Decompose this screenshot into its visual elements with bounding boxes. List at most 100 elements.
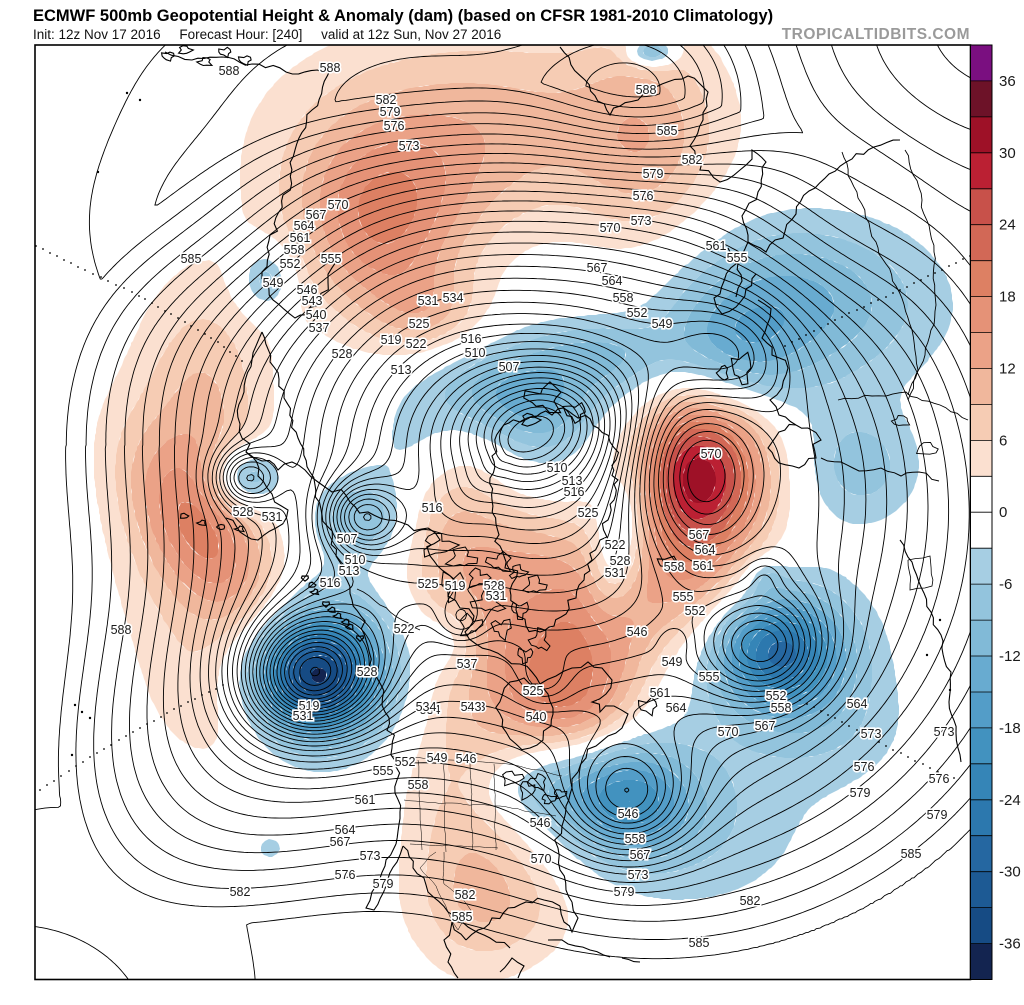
svg-text:30: 30 bbox=[999, 145, 1016, 162]
svg-text:510: 510 bbox=[547, 461, 568, 475]
svg-text:567: 567 bbox=[755, 719, 776, 733]
svg-text:579: 579 bbox=[380, 105, 401, 119]
svg-text:585: 585 bbox=[901, 847, 922, 861]
svg-text:528: 528 bbox=[610, 554, 631, 568]
svg-text:564: 564 bbox=[695, 543, 716, 557]
svg-text:531: 531 bbox=[605, 566, 626, 580]
svg-text:588: 588 bbox=[219, 64, 240, 78]
svg-text:36: 36 bbox=[999, 73, 1016, 90]
svg-text:537: 537 bbox=[309, 321, 330, 335]
svg-text:24: 24 bbox=[999, 217, 1016, 234]
svg-text:519: 519 bbox=[445, 579, 466, 593]
svg-text:507: 507 bbox=[499, 360, 520, 374]
svg-text:519: 519 bbox=[299, 699, 320, 713]
svg-text:579: 579 bbox=[927, 808, 948, 822]
svg-text:561: 561 bbox=[650, 686, 671, 700]
svg-text:0: 0 bbox=[999, 504, 1007, 521]
svg-text:540: 540 bbox=[526, 710, 547, 724]
svg-text:Init: 12z Nov 17 2016 Fore: Init: 12z Nov 17 2016 Forecast Hour: [24… bbox=[33, 27, 501, 42]
svg-text:528: 528 bbox=[484, 579, 505, 593]
svg-text:579: 579 bbox=[614, 885, 635, 899]
svg-text:558: 558 bbox=[625, 832, 646, 846]
svg-text:552: 552 bbox=[766, 689, 787, 703]
svg-text:579: 579 bbox=[373, 877, 394, 891]
svg-text:543: 543 bbox=[465, 700, 486, 714]
svg-text:585: 585 bbox=[689, 936, 710, 950]
svg-text:564: 564 bbox=[335, 823, 356, 837]
svg-text:18: 18 bbox=[999, 289, 1016, 306]
svg-text:546: 546 bbox=[618, 807, 639, 821]
svg-text:TROPICALTIDBITS.COM: TROPICALTIDBITS.COM bbox=[782, 26, 970, 43]
svg-text:573: 573 bbox=[631, 214, 652, 228]
svg-text:576: 576 bbox=[335, 868, 356, 882]
svg-text:531: 531 bbox=[262, 510, 283, 524]
svg-text:585: 585 bbox=[181, 252, 202, 266]
svg-text:561: 561 bbox=[693, 559, 714, 573]
svg-text:522: 522 bbox=[605, 538, 626, 552]
svg-text:522: 522 bbox=[406, 337, 427, 351]
svg-text:549: 549 bbox=[263, 276, 284, 290]
svg-text:552: 552 bbox=[627, 306, 648, 320]
svg-text:-24: -24 bbox=[999, 792, 1021, 809]
svg-text:570: 570 bbox=[701, 447, 722, 461]
svg-text:561: 561 bbox=[706, 239, 727, 253]
svg-text:555: 555 bbox=[727, 251, 748, 265]
svg-text:534: 534 bbox=[416, 700, 437, 714]
svg-text:546: 546 bbox=[297, 283, 318, 297]
svg-text:570: 570 bbox=[531, 852, 552, 866]
svg-text:-6: -6 bbox=[999, 576, 1012, 593]
svg-text:564: 564 bbox=[847, 697, 868, 711]
svg-text:582: 582 bbox=[230, 885, 251, 899]
svg-text:534: 534 bbox=[420, 703, 441, 717]
svg-text:570: 570 bbox=[328, 198, 349, 212]
svg-text:ECMWF 500mb Geopotential Heigh: ECMWF 500mb Geopotential Height & Anomal… bbox=[33, 7, 773, 25]
svg-text:525: 525 bbox=[409, 317, 430, 331]
svg-text:576: 576 bbox=[854, 760, 875, 774]
svg-text:-36: -36 bbox=[999, 936, 1021, 953]
svg-text:570: 570 bbox=[600, 221, 621, 235]
svg-text:510: 510 bbox=[345, 553, 366, 567]
svg-text:516: 516 bbox=[564, 485, 585, 499]
svg-text:6: 6 bbox=[999, 432, 1007, 449]
svg-text:573: 573 bbox=[628, 868, 649, 882]
svg-text:531: 531 bbox=[293, 709, 314, 723]
svg-text:552: 552 bbox=[280, 257, 301, 271]
svg-text:531: 531 bbox=[486, 589, 507, 603]
svg-text:567: 567 bbox=[689, 528, 710, 542]
svg-text:507: 507 bbox=[337, 532, 358, 546]
svg-text:555: 555 bbox=[321, 252, 342, 266]
svg-text:537: 537 bbox=[457, 657, 478, 671]
svg-text:12: 12 bbox=[999, 361, 1016, 378]
svg-text:588: 588 bbox=[111, 623, 132, 637]
svg-text:525: 525 bbox=[578, 506, 599, 520]
svg-text:552: 552 bbox=[395, 755, 416, 769]
svg-text:588: 588 bbox=[320, 61, 341, 75]
svg-text:570: 570 bbox=[718, 725, 739, 739]
svg-text:528: 528 bbox=[233, 505, 254, 519]
svg-text:555: 555 bbox=[673, 590, 694, 604]
svg-text:585: 585 bbox=[657, 124, 678, 138]
svg-text:546: 546 bbox=[627, 625, 648, 639]
svg-text:567: 567 bbox=[587, 261, 608, 275]
svg-text:576: 576 bbox=[633, 189, 654, 203]
svg-text:558: 558 bbox=[664, 560, 685, 574]
svg-text:519: 519 bbox=[381, 333, 402, 347]
svg-text:546: 546 bbox=[530, 816, 551, 830]
svg-text:-30: -30 bbox=[999, 864, 1021, 881]
svg-text:549: 549 bbox=[427, 751, 448, 765]
svg-text:-18: -18 bbox=[999, 720, 1021, 737]
svg-text:513: 513 bbox=[562, 474, 583, 488]
svg-text:516: 516 bbox=[422, 501, 443, 515]
svg-text:549: 549 bbox=[652, 317, 673, 331]
svg-text:576: 576 bbox=[929, 772, 950, 786]
svg-text:561: 561 bbox=[355, 793, 376, 807]
svg-text:573: 573 bbox=[934, 725, 955, 739]
svg-text:531: 531 bbox=[418, 294, 439, 308]
svg-text:561: 561 bbox=[290, 231, 311, 245]
svg-text:513: 513 bbox=[391, 363, 412, 377]
svg-text:522: 522 bbox=[394, 622, 415, 636]
svg-text:573: 573 bbox=[861, 727, 882, 741]
svg-text:-12: -12 bbox=[999, 648, 1021, 665]
svg-text:552: 552 bbox=[685, 604, 706, 618]
svg-text:555: 555 bbox=[373, 764, 394, 778]
